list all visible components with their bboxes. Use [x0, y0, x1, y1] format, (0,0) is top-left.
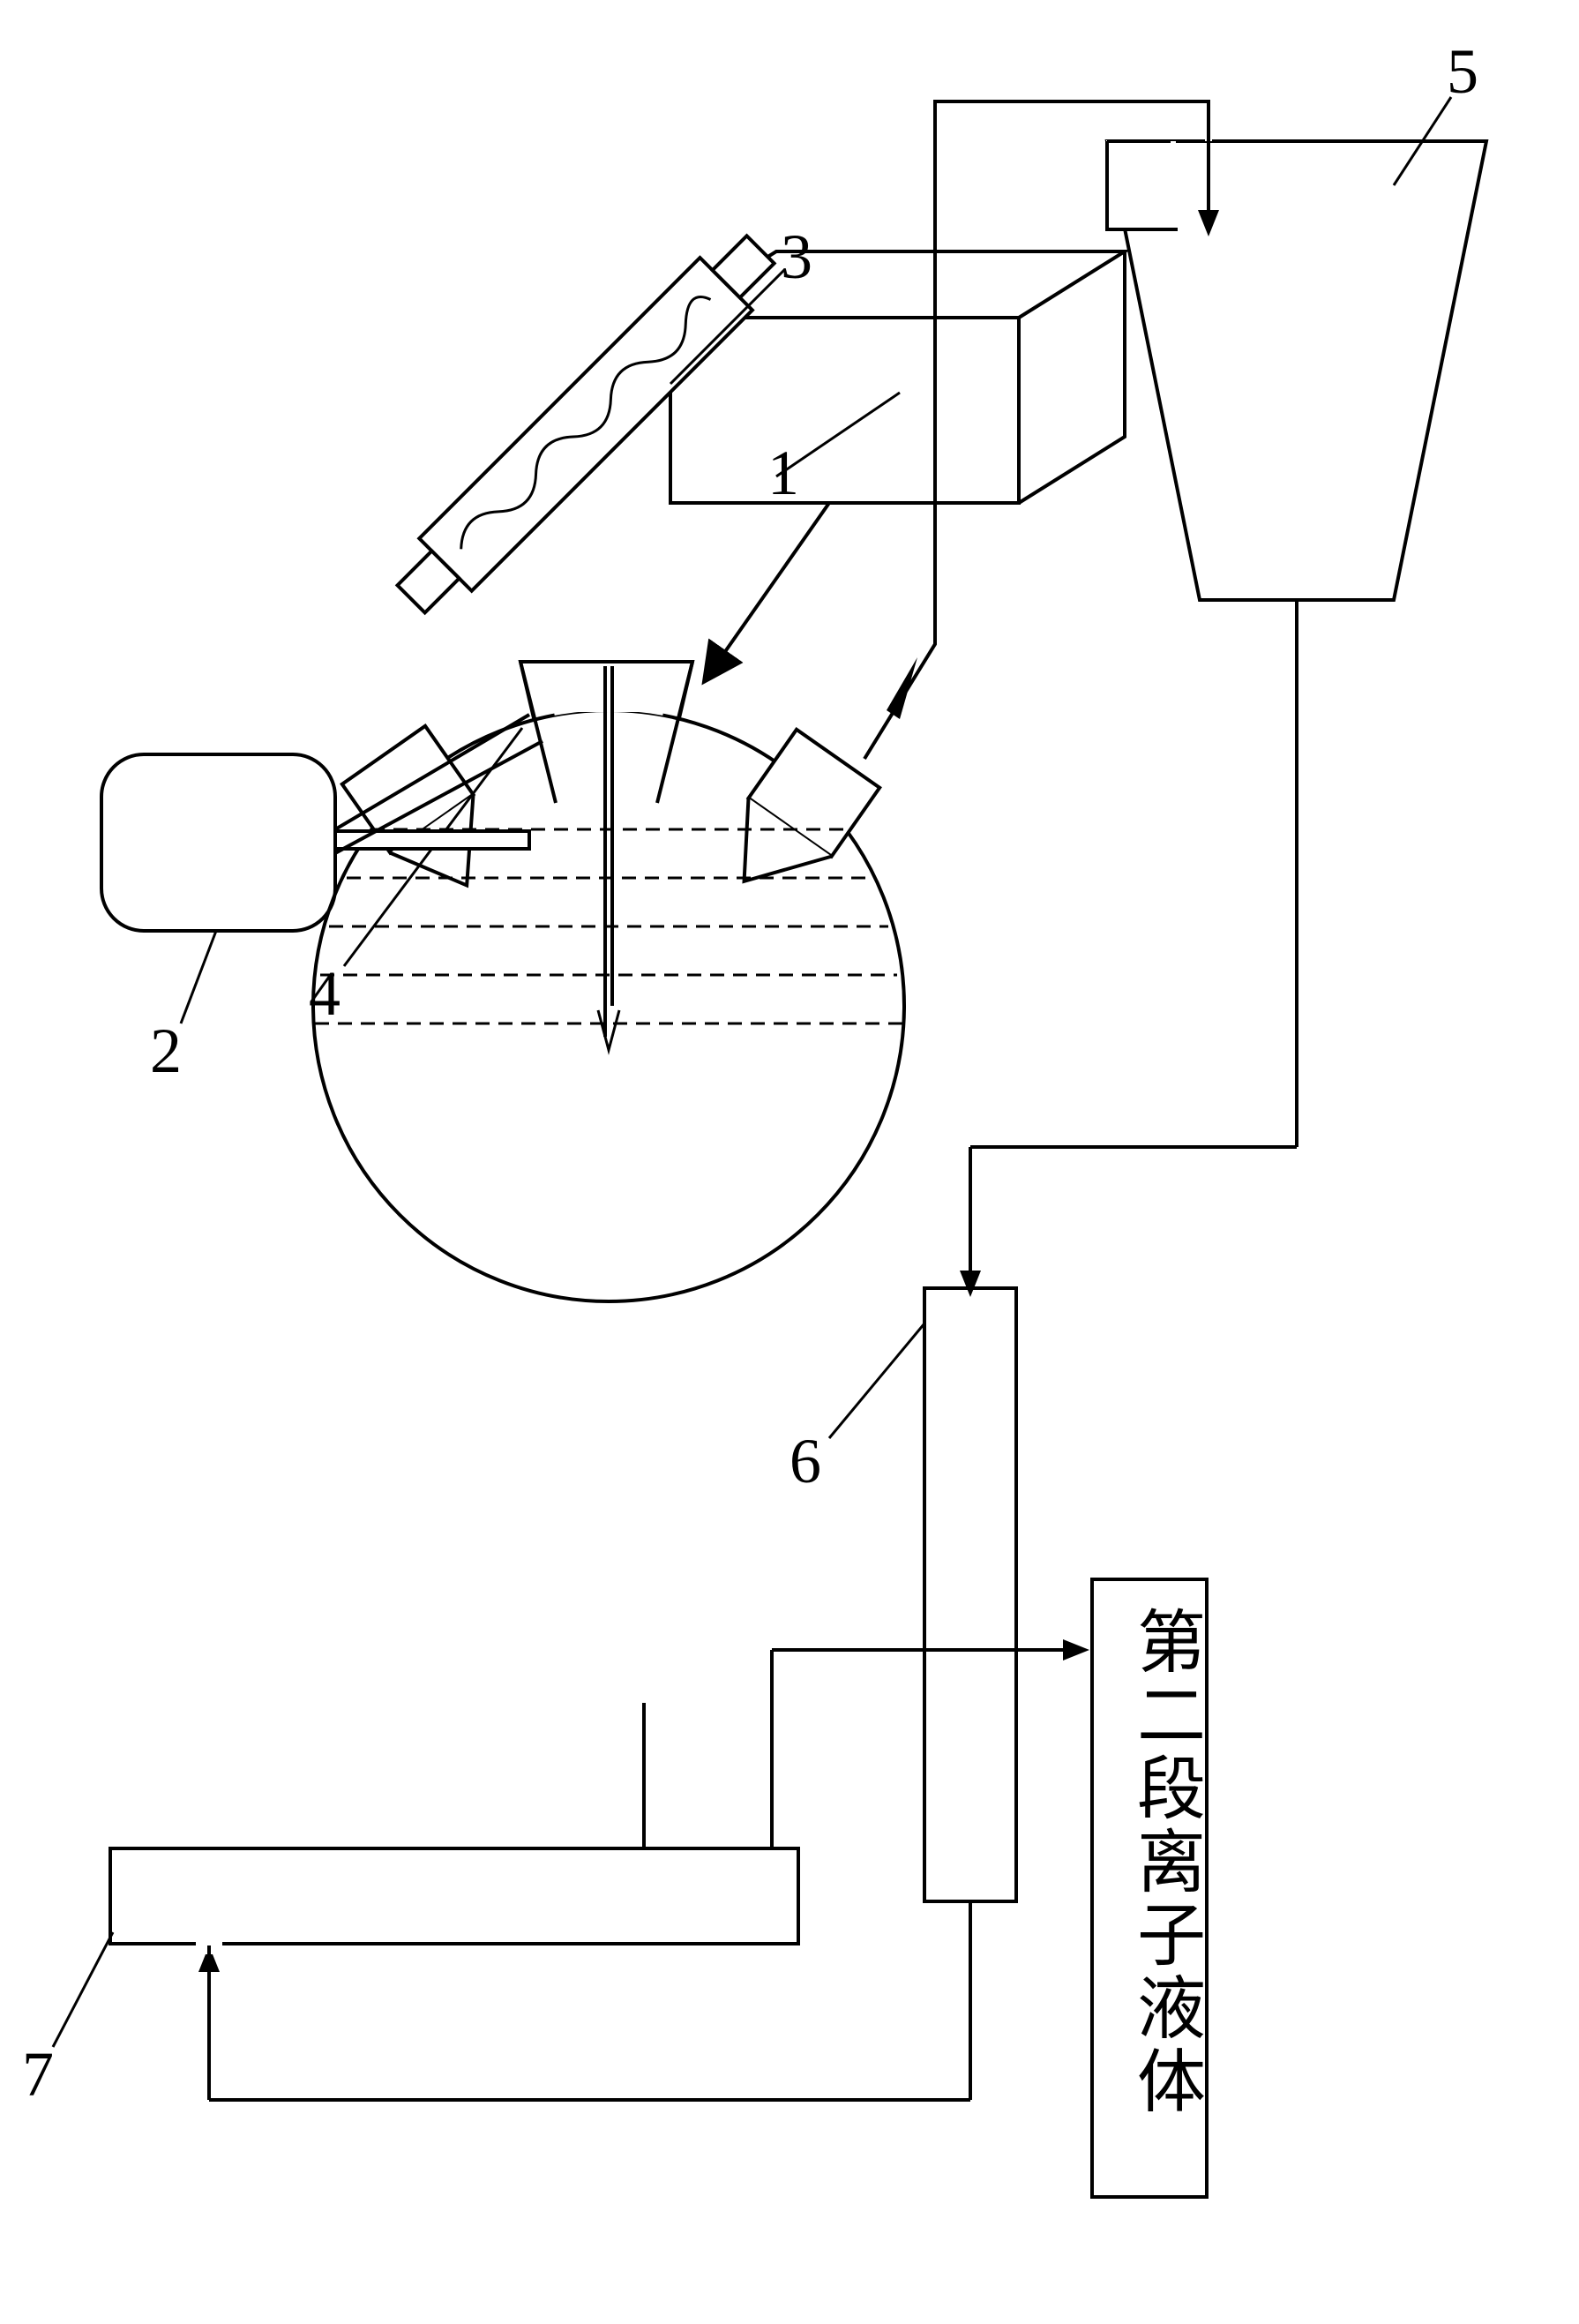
label-1: 1 [767, 437, 799, 510]
label-6: 6 [790, 1425, 821, 1498]
leader-7 [53, 1932, 113, 2047]
arrow-to-output [1063, 1639, 1089, 1661]
column-6 [924, 1288, 1016, 1901]
vapor-arrow-1 [887, 657, 917, 719]
condenser-3 [385, 223, 786, 625]
label-3: 3 [781, 221, 812, 294]
arrow-feed-to-flask [706, 503, 829, 679]
label-7: 7 [22, 2038, 54, 2111]
shaft [335, 831, 529, 849]
flask-vessel [313, 662, 904, 1301]
diagram-canvas [0, 0, 1579, 2324]
label-5: 5 [1447, 35, 1478, 109]
cyclone-5 [1106, 140, 1486, 600]
output-text: 第二段离子液体 [1116, 1606, 1215, 2118]
motor-box-2 [101, 754, 335, 931]
leader-2 [181, 931, 216, 1023]
tmp [115, 1848, 798, 1944]
leader-6 [829, 1323, 924, 1438]
label-2: 2 [150, 1015, 182, 1088]
arrow-to-6 [960, 1271, 981, 1297]
column-7 [110, 1848, 798, 1944]
label-4: 4 [309, 957, 340, 1031]
